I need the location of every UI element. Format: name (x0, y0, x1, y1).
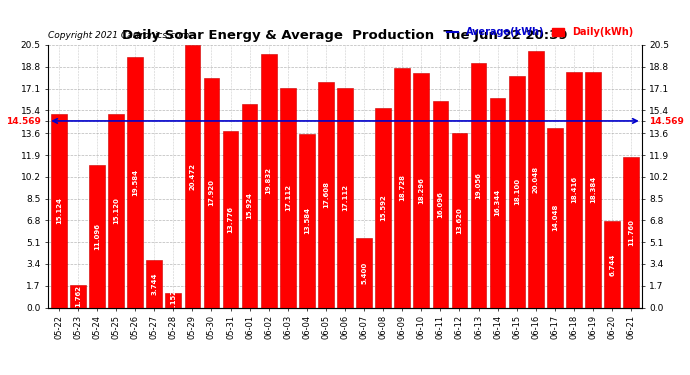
Bar (280, 88, 295, 308)
Text: 19.056: 19.056 (475, 172, 482, 199)
Bar (51, 114, 67, 308)
Text: 11.096: 11.096 (94, 223, 100, 250)
Legend: Average(kWh), Daily(kWh): Average(kWh), Daily(kWh) (443, 24, 637, 41)
Bar (490, 98, 506, 308)
Text: 15.124: 15.124 (56, 197, 62, 224)
Bar (184, 45, 200, 308)
Text: 19.584: 19.584 (132, 168, 138, 196)
Bar (604, 221, 620, 308)
Bar (452, 133, 467, 308)
Text: 18.728: 18.728 (400, 174, 405, 201)
Bar (413, 73, 429, 308)
Bar (585, 72, 601, 308)
Text: 15.924: 15.924 (246, 192, 253, 219)
Text: 15.592: 15.592 (380, 194, 386, 221)
Bar (471, 63, 486, 308)
Bar (318, 82, 334, 308)
Text: 17.112: 17.112 (285, 184, 290, 211)
Bar (146, 260, 162, 308)
Bar (127, 57, 143, 308)
Text: 18.384: 18.384 (590, 176, 596, 203)
Text: 18.296: 18.296 (418, 177, 424, 204)
Text: 5.400: 5.400 (361, 262, 367, 284)
Text: 15.120: 15.120 (113, 197, 119, 224)
Bar (261, 54, 277, 307)
Bar (337, 88, 353, 308)
Bar (223, 131, 238, 308)
Bar (528, 51, 544, 308)
Text: 18.416: 18.416 (571, 176, 577, 203)
Text: 17.608: 17.608 (323, 181, 329, 208)
Text: 1.152: 1.152 (170, 289, 176, 311)
Text: 13.776: 13.776 (228, 206, 233, 233)
Bar (166, 293, 181, 308)
Text: 14.048: 14.048 (552, 204, 558, 231)
Title: Daily Solar Energy & Average  Production  Tue Jun 22 20:39: Daily Solar Energy & Average Production … (122, 30, 568, 42)
Bar (299, 134, 315, 308)
Text: 19.832: 19.832 (266, 167, 272, 194)
Bar (566, 72, 582, 308)
Text: 16.096: 16.096 (437, 191, 444, 218)
Text: 18.100: 18.100 (514, 178, 520, 205)
Text: 13.584: 13.584 (304, 207, 310, 234)
Bar (623, 157, 639, 308)
Text: 3.744: 3.744 (151, 272, 157, 295)
Text: 20.472: 20.472 (189, 163, 195, 190)
Text: 13.620: 13.620 (457, 207, 462, 234)
Text: 11.760: 11.760 (628, 219, 634, 246)
Bar (204, 78, 219, 308)
Text: 20.048: 20.048 (533, 166, 539, 193)
Text: 1.762: 1.762 (75, 285, 81, 307)
Bar (108, 114, 124, 308)
Text: Copyright 2021 Cartronics.com: Copyright 2021 Cartronics.com (48, 31, 190, 40)
Bar (356, 238, 372, 308)
Bar (547, 128, 563, 308)
Bar (395, 68, 410, 308)
Text: 16.344: 16.344 (495, 189, 501, 216)
Text: 17.920: 17.920 (208, 179, 215, 206)
Text: 17.112: 17.112 (342, 184, 348, 211)
Bar (89, 165, 105, 308)
Text: 6.744: 6.744 (609, 253, 615, 276)
Bar (70, 285, 86, 308)
Bar (241, 104, 257, 308)
Bar (509, 76, 524, 307)
Bar (433, 101, 448, 308)
Bar (375, 108, 391, 308)
